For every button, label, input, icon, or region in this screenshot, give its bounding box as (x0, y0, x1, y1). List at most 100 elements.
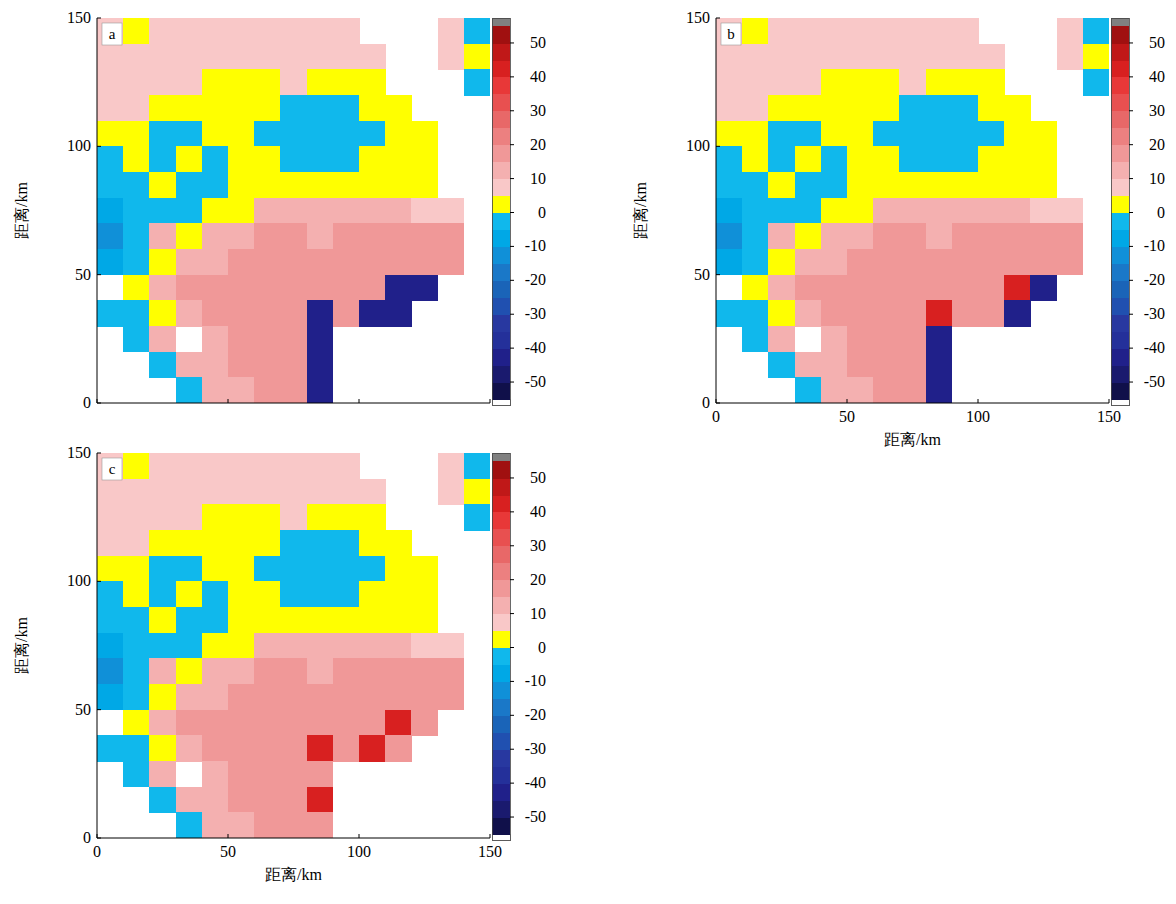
colorbar-tick-label: -30 (1144, 305, 1165, 322)
cell (123, 300, 150, 326)
cell (228, 658, 255, 684)
cell (742, 223, 769, 249)
x-axis-title: 距离/km (884, 431, 941, 448)
x-tick (97, 834, 98, 838)
cell (359, 95, 386, 121)
colorbar-tick (1129, 110, 1133, 111)
cell (847, 275, 874, 301)
cell (411, 658, 438, 684)
colorbar-tick (510, 545, 514, 546)
cell (280, 504, 307, 530)
colorbar-frame (492, 18, 510, 405)
cell (254, 146, 281, 172)
y-tick-label: 50 (75, 266, 91, 283)
cell (821, 326, 848, 352)
colorbar-bin (492, 715, 510, 733)
colorbar-bin (492, 145, 510, 163)
cell (385, 607, 412, 633)
cell (821, 18, 848, 44)
cell (123, 684, 150, 710)
cell (202, 479, 229, 505)
cell (228, 69, 255, 95)
y-axis-title: 距离/km (632, 182, 649, 239)
cell (742, 69, 769, 95)
y-tick-label: 50 (694, 266, 710, 283)
colorbar-tick-label: 20 (1149, 136, 1165, 153)
cell (123, 633, 150, 659)
colorbar (492, 453, 510, 840)
cell (385, 658, 412, 684)
cell (978, 198, 1005, 224)
cell (228, 18, 255, 44)
colorbar-tick (510, 715, 514, 716)
cell (149, 198, 176, 224)
cell (123, 69, 150, 95)
cell (202, 710, 229, 736)
cell (254, 556, 281, 582)
cell (411, 581, 438, 607)
cell (228, 787, 255, 813)
colorbar-bin (1111, 94, 1129, 112)
cell (1004, 275, 1031, 301)
colorbar-bin (1111, 145, 1129, 163)
y-tick (97, 403, 101, 404)
cell (821, 223, 848, 249)
colorbar-bin (492, 563, 510, 581)
cell (307, 44, 334, 70)
colorbar-tick (1129, 382, 1133, 383)
x-tick (978, 399, 979, 403)
cells (97, 18, 490, 403)
cell (307, 377, 334, 403)
cell (385, 530, 412, 556)
cell (228, 735, 255, 761)
cell (149, 761, 176, 787)
colorbar-bin (1111, 365, 1129, 383)
panel-letter: a (109, 26, 116, 42)
cell (202, 658, 229, 684)
cell (123, 453, 150, 479)
cell (821, 275, 848, 301)
cell (149, 300, 176, 326)
cell (176, 581, 203, 607)
y-tick (97, 838, 101, 839)
colorbar-bin (1111, 213, 1129, 231)
cell (768, 300, 795, 326)
cell (847, 352, 874, 378)
cell (926, 121, 953, 147)
cell (438, 44, 465, 70)
cell (202, 172, 229, 198)
cell (411, 275, 438, 301)
cell (899, 172, 926, 198)
cell (411, 710, 438, 736)
cell (821, 44, 848, 70)
colorbar-cap (1111, 18, 1129, 26)
cell (926, 275, 953, 301)
colorbar-tick (510, 178, 514, 179)
cell (795, 44, 822, 70)
cell (97, 44, 124, 70)
cell (359, 198, 386, 224)
colorbar-bin (492, 280, 510, 298)
cell (716, 69, 743, 95)
colorbar-tick-label: -40 (1144, 339, 1165, 356)
x-axis (716, 403, 1109, 404)
cell (176, 735, 203, 761)
cell (847, 121, 874, 147)
cell (873, 69, 900, 95)
cell (847, 95, 874, 121)
cell (795, 146, 822, 172)
cell (333, 504, 360, 530)
cell (202, 326, 229, 352)
cell (795, 249, 822, 275)
cell (307, 146, 334, 172)
colorbar-tick (510, 42, 514, 43)
cell (926, 198, 953, 224)
cell (847, 18, 874, 44)
cell (899, 223, 926, 249)
cell (280, 95, 307, 121)
colorbar-bin (492, 179, 510, 197)
cell (280, 735, 307, 761)
cell (280, 812, 307, 838)
cell (768, 95, 795, 121)
cell (926, 223, 953, 249)
